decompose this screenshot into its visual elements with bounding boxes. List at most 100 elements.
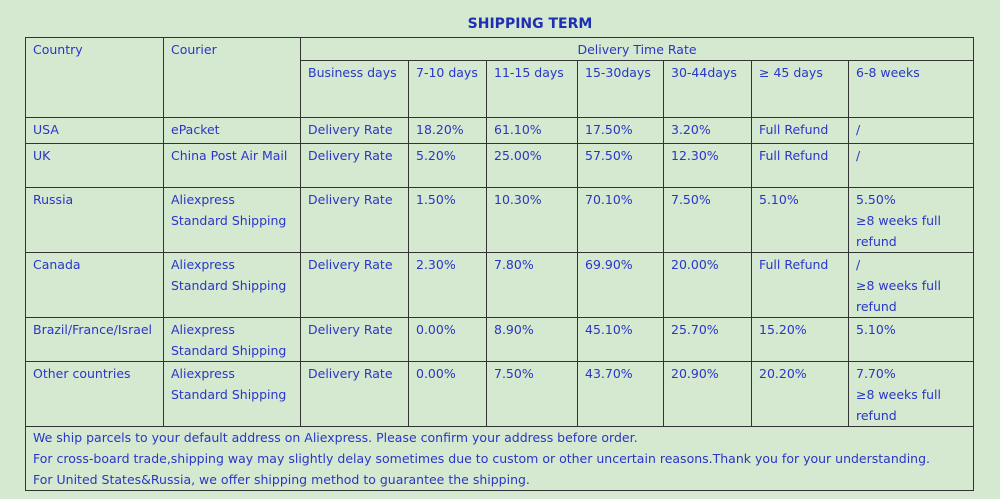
cell-line: Aliexpress [171, 192, 235, 207]
cell-line: 5.50% [856, 192, 896, 207]
cell: 61.10% [486, 117, 578, 144]
cell-line: 7.50% [494, 366, 534, 381]
cell: Delivery Rate [300, 317, 409, 362]
cell-line: 12.30% [671, 148, 719, 163]
cell-line: / [856, 148, 861, 163]
cell-line: 69.90% [585, 257, 633, 272]
cell-line: ≥8 weeks full [856, 278, 941, 293]
cell-line: 43.70% [585, 366, 633, 381]
cell: Russia [25, 187, 164, 253]
header-cell: 6-8 weeks [848, 60, 974, 118]
cell: 18.20% [408, 117, 487, 144]
cell: 17.50% [577, 117, 664, 144]
cell-line: 17.50% [585, 122, 633, 137]
header-row: Business days 7-10 days 11-15 days 15-30day… [26, 60, 974, 118]
header-cell: 30-44days [663, 60, 752, 118]
header-cell: ≥ 45 days [751, 60, 849, 118]
cell-line: 10.30% [494, 192, 542, 207]
cell-line: refund [856, 299, 897, 314]
cell-line: Aliexpress [171, 257, 235, 272]
cell: / [848, 117, 974, 144]
cell: Delivery Rate [300, 117, 409, 144]
cell: Delivery Rate [300, 252, 409, 318]
cell-line: 25.00% [494, 148, 542, 163]
cell: UK [25, 143, 164, 188]
cell: 1.50% [408, 187, 487, 253]
cell-line: 61.10% [494, 122, 542, 137]
cell-line: 5.10% [759, 192, 799, 207]
cell-line: Full Refund [759, 257, 829, 272]
cell: China Post Air Mail [163, 143, 301, 188]
cell: 7.70% ≥8 weeks full refund [848, 361, 974, 427]
note: We ship parcels to your default address … [33, 430, 638, 445]
cell-line: Russia [33, 192, 74, 207]
cell: 25.70% [663, 317, 752, 362]
data-row: UK China Post Air Mail Delivery Rate 5.20% 2… [25, 143, 974, 188]
cell-line: Delivery Rate [308, 148, 393, 163]
cell: Canada [25, 252, 164, 318]
cell: Aliexpress Standard Shipping [163, 317, 301, 362]
header-group: Delivery Time Rate [300, 37, 974, 61]
cell: 5.50% ≥8 weeks full refund [848, 187, 974, 253]
cell: Full Refund [751, 143, 849, 188]
note: For cross-board trade,shipping way may s… [33, 451, 930, 466]
cell-line: refund [856, 234, 897, 249]
cell-line: Delivery Rate [308, 257, 393, 272]
cell-line: ≥8 weeks full [856, 213, 941, 228]
cell-line: Delivery Rate [308, 122, 393, 137]
cell-line: 5.10% [856, 322, 896, 337]
cell-line: Delivery Rate [308, 322, 393, 337]
cell-line: Delivery Rate [308, 192, 393, 207]
cell-line: ePacket [171, 122, 220, 137]
cell: Full Refund [751, 252, 849, 318]
cell: 69.90% [577, 252, 664, 318]
cell: 70.10% [577, 187, 664, 253]
cell-line: 1.50% [416, 192, 456, 207]
cell-line: / [856, 257, 861, 272]
cell: Aliexpress Standard Shipping [163, 361, 301, 427]
cell: Other countries [25, 361, 164, 427]
cell: 2.30% [408, 252, 487, 318]
cell: 0.00% [408, 361, 487, 427]
cell-line: 0.00% [416, 366, 456, 381]
cell-line: China Post Air Mail [171, 148, 288, 163]
cell-line: 20.00% [671, 257, 719, 272]
cell: USA [25, 117, 164, 144]
cell-line: Delivery Rate [308, 366, 393, 381]
cell: 5.10% [848, 317, 974, 362]
cell: 43.70% [577, 361, 664, 427]
cell: Aliexpress Standard Shipping [163, 252, 301, 318]
data-row: Russia Aliexpress Standard Shipping Deliver… [25, 187, 974, 253]
header-cell: 7-10 days [408, 60, 487, 118]
notes-cell: We ship parcels to your default address … [25, 426, 974, 491]
cell: 7.50% [663, 187, 752, 253]
cell: 12.30% [663, 143, 752, 188]
cell-line: Canada [33, 257, 81, 272]
cell: 20.20% [751, 361, 849, 427]
cell: 0.00% [408, 317, 487, 362]
cell: Full Refund [751, 117, 849, 144]
cell: / ≥8 weeks full refund [848, 252, 974, 318]
cell-line: 20.90% [671, 366, 719, 381]
cell-line: UK [33, 148, 51, 163]
cell: 45.10% [577, 317, 664, 362]
cell-line: / [856, 122, 861, 137]
data-row: Other countries Aliexpress Standard Shippi… [25, 361, 974, 427]
cell: 20.00% [663, 252, 752, 318]
table-body: Country Courier Delivery Time Rate Busin… [25, 37, 974, 491]
header-cell: Courier [163, 37, 301, 118]
header-cell: Business days [300, 60, 409, 118]
cell-line: 0.00% [416, 322, 456, 337]
cell-line: 70.10% [585, 192, 633, 207]
cell: 7.50% [486, 361, 578, 427]
header-row: Country Courier Delivery Time Rate [25, 37, 974, 118]
cell-line: 25.70% [671, 322, 719, 337]
cell-line: 3.20% [671, 122, 711, 137]
cell: ePacket [163, 117, 301, 144]
header-cell: Country [25, 37, 164, 118]
title: SHIPPING TERM [467, 16, 593, 32]
cell-line: ≥8 weeks full [856, 387, 941, 402]
cell-line: 15.20% [759, 322, 807, 337]
header-cell: 15-30days [577, 60, 664, 118]
